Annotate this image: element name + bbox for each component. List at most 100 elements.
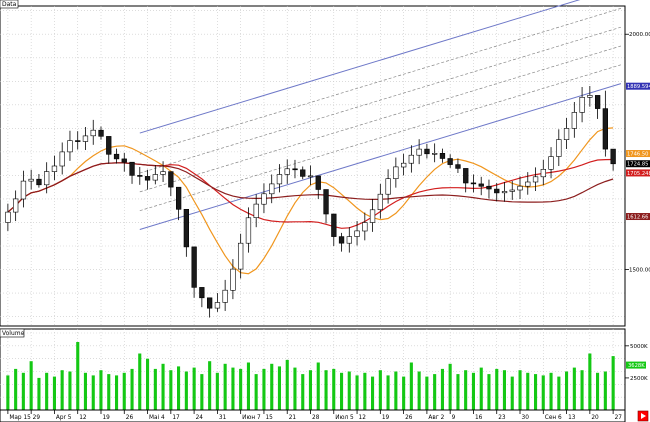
candle [501, 182, 508, 202]
candle-body [144, 176, 151, 181]
time-axis-tick-label: 13 [568, 415, 576, 421]
candle-body [338, 236, 345, 244]
volume-bar [200, 374, 204, 410]
volume-bar [37, 377, 41, 410]
time-axis-tick-label: 12 [79, 415, 87, 421]
volume-bar [580, 370, 584, 410]
volume-bar [611, 356, 615, 410]
volume-pane[interactable]: Volume [0, 328, 626, 411]
candle [269, 174, 275, 204]
volume-bar [355, 375, 359, 410]
candle [75, 131, 81, 150]
price-value-tag-box [626, 169, 650, 177]
candle [431, 143, 438, 163]
volume-bar [246, 362, 250, 410]
price-value-tag: 1612.66 [626, 213, 650, 221]
candle-body [393, 166, 399, 179]
volume-bar [425, 376, 429, 410]
candle-body [36, 178, 42, 186]
volume-bar [557, 376, 561, 410]
channel-inner-line [139, 45, 621, 193]
volume-bar [277, 366, 281, 410]
volume-bar [270, 363, 274, 410]
candle [400, 153, 407, 176]
candle [43, 162, 50, 194]
candle [579, 86, 585, 123]
candle [214, 293, 221, 312]
volume-bar [572, 367, 576, 410]
candle-body [59, 151, 65, 167]
time-axis-tick-label: Июл 5 [335, 415, 354, 421]
candle [369, 198, 376, 232]
volume-bar [417, 371, 421, 410]
candle [463, 168, 469, 193]
candle-body [602, 108, 608, 150]
time-axis-tick-label: 28 [312, 415, 320, 421]
candle [300, 166, 306, 180]
candle-body [400, 162, 407, 168]
volume-bar [68, 371, 72, 410]
price-value-tag-label: 1705.2488 [627, 171, 650, 177]
price-axis: 1500.00 2000.00 [624, 6, 650, 326]
price-labels: 1889.5946 1746.50 1724.85 1705.2488 1612.66 [626, 82, 650, 221]
scroll-end-marker[interactable] [637, 410, 649, 422]
volume-bar [14, 368, 18, 410]
time-axis-tick-label: Сен 6 [545, 415, 562, 421]
time-axis: Map 15 29 Apr 5 12 19 26 Mai 4 17 24 31 Июн 7 15 21 2… [0, 409, 626, 422]
volume-bar [518, 370, 522, 410]
candle-body [129, 161, 135, 176]
time-axis-tick-label: 16 [475, 415, 483, 421]
volume-bar [588, 353, 592, 410]
time-axis-tick-label: Map 15 [9, 415, 31, 421]
candle-body [106, 136, 112, 155]
volume-bar [301, 374, 305, 410]
time-axis-tick-label: 17 [172, 415, 180, 421]
candle-body [98, 129, 104, 137]
candle-body [610, 148, 616, 165]
candle [82, 126, 89, 150]
candle [245, 207, 252, 253]
volume-bar [115, 375, 119, 410]
volume-bar [45, 372, 49, 410]
candle-body [199, 287, 205, 299]
volume-bar [386, 375, 390, 410]
candle-body [525, 181, 531, 187]
volume-bar [29, 361, 33, 410]
candle-body [509, 189, 515, 192]
candle-body [408, 154, 414, 164]
candle-body [470, 182, 477, 185]
volume-bar [208, 361, 212, 410]
volume-bar [549, 372, 553, 410]
volume-bar [184, 371, 188, 410]
volume-bar [464, 370, 468, 410]
candle [416, 139, 422, 165]
volume-value-tag: 3628K [626, 361, 646, 369]
volume-axis-tick-label: 2500K [630, 376, 648, 382]
candle [556, 129, 562, 166]
candle [525, 172, 531, 195]
candle [67, 130, 73, 161]
candle [230, 259, 236, 300]
candle [129, 161, 135, 184]
candle [160, 161, 166, 182]
candle-body [5, 211, 11, 223]
volume-grid [0, 329, 625, 410]
volume-bar [340, 372, 344, 410]
volume-bar [177, 366, 181, 410]
price-pane[interactable]: Data [0, 0, 626, 327]
volume-bar [371, 376, 375, 410]
price-value-tag-label: 1889.5946 [627, 84, 650, 90]
volume-bar [510, 376, 514, 410]
candle-body [571, 112, 577, 129]
candle [439, 148, 446, 163]
candle-body [532, 176, 539, 183]
candle-body [556, 139, 562, 157]
volume-bar [239, 368, 243, 410]
candle-body [292, 168, 298, 171]
volume-bar [52, 376, 56, 410]
candle [486, 179, 492, 199]
candle [509, 181, 515, 200]
volume-bar [316, 362, 320, 410]
candle [121, 152, 127, 172]
time-axis-tick-label: Авг 2 [428, 415, 444, 421]
